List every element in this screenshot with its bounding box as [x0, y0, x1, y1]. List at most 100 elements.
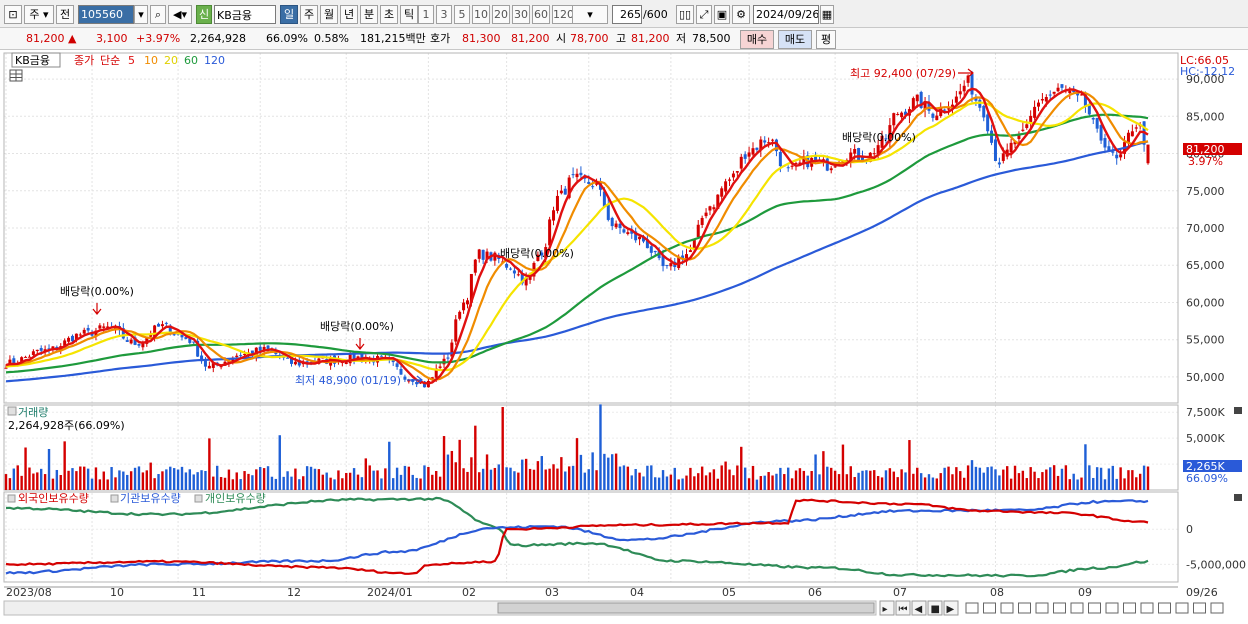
volume-bar[interactable]	[1064, 465, 1068, 490]
candle-body[interactable]	[735, 171, 739, 173]
candle-body[interactable]	[4, 367, 8, 369]
stock-chart-svg[interactable]: 90,00085,00080,00075,00070,00065,00060,0…	[0, 50, 1248, 621]
volume-bar[interactable]	[814, 454, 817, 490]
volume-bar[interactable]	[1135, 477, 1138, 490]
interval-button-1[interactable]: 3	[436, 5, 452, 24]
volume-bar[interactable]	[884, 470, 888, 490]
volume-bar[interactable]	[79, 466, 82, 490]
volume-bar[interactable]	[755, 479, 759, 490]
candle-body[interactable]	[1134, 127, 1138, 129]
volume-bar[interactable]	[708, 472, 712, 490]
volume-bar[interactable]	[1029, 467, 1032, 490]
buy-button[interactable]: 매수	[740, 30, 774, 49]
volume-bar[interactable]	[290, 476, 293, 490]
volume-bar[interactable]	[700, 466, 704, 490]
candle-body[interactable]	[1146, 144, 1150, 164]
candle-body[interactable]	[12, 358, 16, 365]
stock-name-input[interactable]	[214, 5, 276, 24]
candle-body[interactable]	[1060, 84, 1064, 88]
volume-bar[interactable]	[388, 441, 391, 490]
volume-bar[interactable]	[1115, 478, 1118, 490]
candle-body[interactable]	[27, 356, 31, 358]
volume-bar[interactable]	[345, 472, 348, 490]
candle-body[interactable]	[458, 311, 462, 319]
volume-bar[interactable]	[548, 468, 551, 490]
eval-button[interactable]: 평	[816, 30, 836, 49]
volume-bar[interactable]	[8, 478, 12, 490]
volume-bar[interactable]	[673, 467, 676, 490]
volume-bar[interactable]	[970, 460, 974, 490]
candle-body[interactable]	[849, 152, 853, 163]
candle-body[interactable]	[563, 188, 567, 195]
candle-body[interactable]	[606, 204, 610, 220]
candle-body[interactable]	[403, 376, 407, 380]
volume-bar[interactable]	[681, 478, 684, 490]
volume-bar[interactable]	[380, 478, 383, 490]
volume-bar[interactable]	[786, 467, 790, 490]
volume-bar[interactable]	[470, 457, 473, 490]
volume-bar[interactable]	[442, 436, 446, 490]
volume-bar[interactable]	[603, 453, 606, 490]
volume-bar[interactable]	[622, 465, 626, 490]
candle-body[interactable]	[1040, 99, 1044, 101]
volume-bar[interactable]	[24, 447, 27, 490]
volume-bar[interactable]	[1052, 465, 1056, 490]
candle-body[interactable]	[669, 263, 673, 267]
volume-bar[interactable]	[955, 467, 958, 490]
candle-body[interactable]	[149, 334, 153, 337]
candle-body[interactable]	[587, 181, 591, 184]
text-icon[interactable]	[1210, 602, 1224, 614]
candle-body[interactable]	[98, 325, 102, 329]
candle-body[interactable]	[509, 268, 513, 270]
volume-bar[interactable]	[720, 465, 723, 490]
stop-icon-button[interactable]	[927, 600, 943, 616]
volume-bar[interactable]	[528, 468, 532, 490]
candle-body[interactable]	[348, 353, 352, 364]
volume-bar[interactable]	[341, 478, 344, 490]
volume-bar[interactable]	[587, 469, 590, 490]
volume-bar[interactable]	[223, 477, 227, 490]
candle-body[interactable]	[857, 148, 861, 160]
candle-body[interactable]	[641, 236, 645, 242]
candle-body[interactable]	[1052, 91, 1056, 94]
volume-bar[interactable]	[153, 478, 156, 490]
volume-bar[interactable]	[810, 471, 813, 490]
candle-body[interactable]	[391, 359, 395, 363]
period-button-6[interactable]: 틱	[400, 5, 418, 24]
candle-body[interactable]	[786, 167, 790, 169]
candle-body[interactable]	[520, 273, 524, 284]
candle-body[interactable]	[837, 162, 841, 166]
candle-body[interactable]	[293, 361, 297, 365]
candle-body[interactable]	[1017, 133, 1021, 140]
interval-button-6[interactable]: 60	[532, 5, 550, 24]
sell-button[interactable]: 매도	[778, 30, 812, 49]
period-button-5[interactable]: 초	[380, 5, 398, 24]
volume-bar[interactable]	[12, 468, 16, 490]
candle-body[interactable]	[911, 98, 915, 110]
volume-bar[interactable]	[552, 464, 555, 490]
volume-bar[interactable]	[736, 465, 739, 490]
candle-body[interactable]	[188, 338, 192, 343]
candle-body[interactable]	[1025, 124, 1029, 128]
volume-bar[interactable]	[994, 469, 997, 490]
candle-body[interactable]	[106, 326, 110, 329]
candle-body[interactable]	[767, 142, 771, 144]
candle-body[interactable]	[344, 362, 348, 365]
volume-bar[interactable]	[802, 470, 806, 490]
candle-body[interactable]	[958, 91, 962, 95]
volume-bar[interactable]	[931, 477, 935, 490]
candle-body[interactable]	[102, 326, 106, 328]
volume-bar[interactable]	[610, 454, 614, 490]
interval-button-7[interactable]: 120	[552, 5, 574, 24]
candle-body[interactable]	[407, 379, 411, 382]
volume-bar[interactable]	[1021, 470, 1025, 490]
candle-body[interactable]	[422, 381, 426, 388]
volume-bar[interactable]	[560, 457, 563, 490]
candle-body[interactable]	[739, 156, 743, 169]
volume-bar[interactable]	[1088, 465, 1091, 490]
volume-bar[interactable]	[939, 473, 942, 490]
volume-bar[interactable]	[908, 440, 911, 490]
volume-bar[interactable]	[32, 473, 35, 490]
period-button-1[interactable]: 주	[300, 5, 318, 24]
volume-bar[interactable]	[1127, 470, 1130, 490]
